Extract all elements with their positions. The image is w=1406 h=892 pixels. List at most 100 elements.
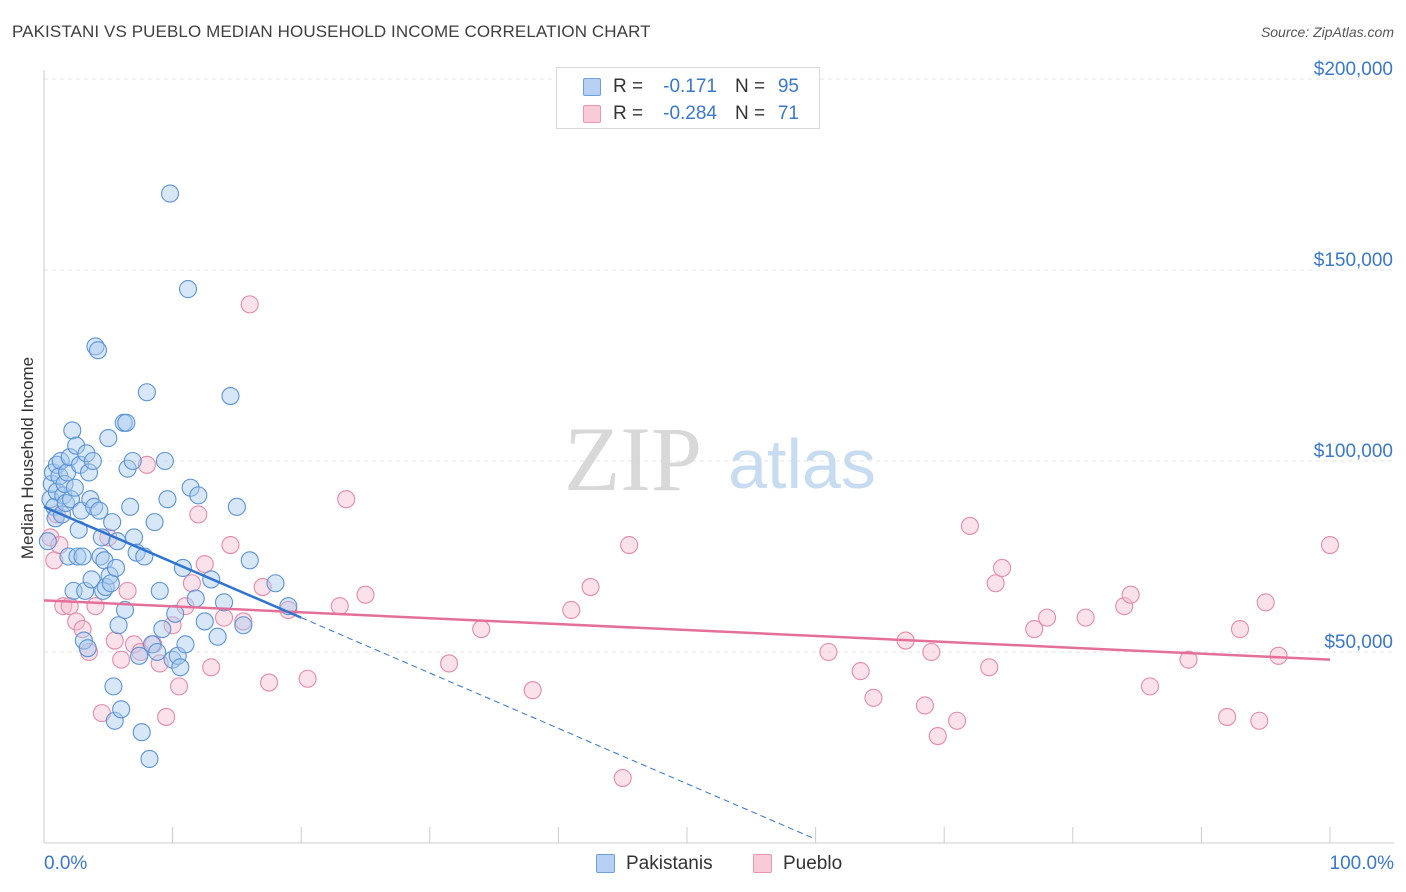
- pakistanis-point: [55, 474, 74, 493]
- pueblo-point: [298, 669, 317, 688]
- pakistanis-point: [155, 451, 174, 471]
- pakistanis-point: [51, 451, 70, 471]
- chart-title: PAKISTANI VS PUEBLO MEDIAN HOUSEHOLD INC…: [12, 22, 651, 41]
- pakistanis-point: [234, 616, 253, 635]
- legend-swatch-blue: [583, 78, 601, 96]
- legend-n-label: N =: [735, 76, 766, 97]
- pueblo-point: [523, 681, 542, 700]
- pakistanis-point: [88, 341, 108, 360]
- pakistanis-point: [99, 429, 118, 448]
- pakistanis-point: [106, 558, 126, 578]
- pakistanis-point: [78, 639, 97, 658]
- pueblo-point: [1320, 535, 1340, 555]
- pueblo-point: [986, 574, 1005, 593]
- legend-row-pueblo: R = -0.284 N = 71: [557, 101, 819, 127]
- pueblo-point: [1076, 608, 1095, 627]
- pueblo-point: [221, 535, 240, 555]
- pueblo-point: [356, 585, 375, 604]
- pueblo-point: [1179, 650, 1198, 669]
- pakistanis-point: [132, 723, 151, 742]
- pakistanis-point: [77, 444, 96, 463]
- pakistanis-point: [227, 497, 246, 516]
- x-tick-label-min: 0.0%: [44, 853, 87, 874]
- pakistanis-point: [61, 490, 81, 509]
- pakistanis-point: [160, 184, 180, 203]
- legend-n-label: N =: [735, 103, 766, 124]
- pueblo-point: [922, 642, 941, 662]
- pakistanis-point: [103, 513, 122, 532]
- pueblo-point: [851, 662, 870, 681]
- pakistanis-point: [240, 551, 259, 570]
- pueblo-point: [157, 707, 176, 726]
- pueblo-point: [105, 631, 124, 650]
- pueblo-point: [137, 455, 156, 474]
- pueblo-point: [86, 597, 105, 616]
- pueblo-point: [620, 535, 639, 555]
- pakistanis-point: [38, 532, 57, 551]
- legend-r-value: -0.284: [663, 103, 717, 124]
- trend-lines: [43, 505, 1331, 840]
- pakistanis-point: [112, 700, 131, 719]
- legend-r-label: R =: [613, 76, 644, 97]
- pakistanis-point: [195, 612, 214, 631]
- watermark-atlas: atlas: [728, 425, 876, 503]
- axes: [43, 70, 1394, 844]
- legend-swatch-pueblo: [753, 854, 772, 873]
- pueblo-point: [337, 490, 356, 509]
- pakistanis-point: [221, 387, 240, 406]
- pakistanis-point: [63, 421, 82, 440]
- pakistanis-points: [38, 184, 298, 769]
- pueblo-point: [234, 612, 253, 631]
- legend-swatch-pink: [583, 105, 601, 123]
- pakistanis-point: [83, 451, 102, 471]
- pueblo-point: [67, 612, 86, 631]
- pueblo-point: [112, 650, 131, 669]
- legend-swatch-pakistanis: [596, 854, 615, 873]
- pakistanis-point: [208, 627, 227, 646]
- pakistanis-point: [181, 478, 200, 497]
- pakistanis-point: [178, 280, 198, 299]
- pakistanis-point: [115, 600, 135, 620]
- pueblo-point: [195, 555, 214, 574]
- pakistanis-point: [60, 448, 79, 467]
- legend-r-value: -0.171: [663, 76, 717, 97]
- pueblo-point: [1025, 620, 1044, 639]
- pueblo-point: [1115, 597, 1134, 616]
- pueblo-point: [472, 620, 491, 639]
- y-tick-label: $100,000: [1314, 441, 1393, 462]
- pakistanis-point: [148, 642, 167, 662]
- y-tick-label: $150,000: [1314, 250, 1393, 271]
- pueblo-point: [189, 505, 208, 524]
- pueblo-point: [182, 574, 201, 593]
- pueblo-point: [915, 696, 934, 715]
- pakistanis-point: [150, 581, 169, 600]
- x-tick-labels: 0.0% 100.0%: [44, 853, 1394, 874]
- y-axis-label: Median Household Income: [18, 357, 37, 559]
- pueblo-points: [41, 295, 1340, 788]
- series-legend: Pakistanis Pueblo: [0, 852, 1406, 878]
- pakistanis-point: [100, 566, 119, 585]
- pakistanis-point: [105, 711, 124, 730]
- pakistanis-point: [82, 570, 101, 589]
- pakistanis-point: [189, 486, 208, 505]
- x-tick-label-max: 100.0%: [1330, 853, 1395, 874]
- pueblo-point: [1218, 707, 1237, 726]
- pakistanis-point: [73, 547, 92, 566]
- pakistanis-point: [145, 513, 164, 532]
- source-label: Source: ZipAtlas.com: [1260, 24, 1394, 40]
- pakistanis-trend-extension: [301, 617, 816, 840]
- pueblo-point: [1140, 677, 1160, 696]
- pueblo-point: [562, 600, 581, 620]
- pakistanis-point: [90, 501, 109, 520]
- pueblo-point: [819, 642, 838, 662]
- pueblo-point: [118, 581, 137, 600]
- pakistanis-point: [65, 478, 84, 497]
- pueblo-point: [169, 677, 189, 696]
- pueblo-point: [1121, 585, 1140, 604]
- pakistanis-point: [101, 574, 120, 593]
- pakistanis-point: [67, 436, 86, 455]
- pakistanis-point: [130, 646, 149, 665]
- pueblo-point: [864, 688, 883, 707]
- pakistanis-point: [176, 635, 195, 654]
